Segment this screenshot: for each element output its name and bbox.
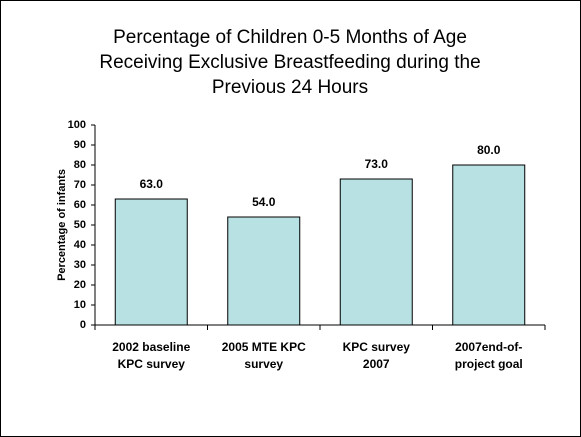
y-tick-label: 0 xyxy=(80,319,86,331)
value-label: 54.0 xyxy=(252,195,276,209)
y-tick-label: 30 xyxy=(74,259,86,271)
chart-title: Percentage of Children 0-5 Months of Age… xyxy=(99,27,480,98)
y-tick-label: 80 xyxy=(74,159,86,171)
bar xyxy=(339,178,413,326)
x-tick-label: KPC survey 2007 xyxy=(343,340,411,371)
value-label: 73.0 xyxy=(365,157,389,171)
x-tick-label: 2005 MTE KPC survey xyxy=(222,340,306,371)
y-tick-label: 50 xyxy=(74,219,86,231)
x-tick-label: 2002 baseline KPC survey xyxy=(112,340,190,371)
bar xyxy=(227,216,301,326)
y-tick-label: 40 xyxy=(74,239,86,251)
y-axis-label: Percentage of infants xyxy=(56,169,68,281)
y-tick-label: 10 xyxy=(74,299,86,311)
y-tick-label: 100 xyxy=(68,119,86,131)
x-tick-label: 2007end-of-project goal xyxy=(455,340,523,371)
bar xyxy=(452,164,526,326)
y-tick-label: 70 xyxy=(74,179,86,191)
value-label: 63.0 xyxy=(140,177,164,191)
value-label: 80.0 xyxy=(477,143,501,157)
y-tick-label: 90 xyxy=(74,139,86,151)
y-tick-label: 60 xyxy=(74,199,86,211)
bar xyxy=(114,198,188,326)
y-tick-label: 20 xyxy=(74,279,86,291)
